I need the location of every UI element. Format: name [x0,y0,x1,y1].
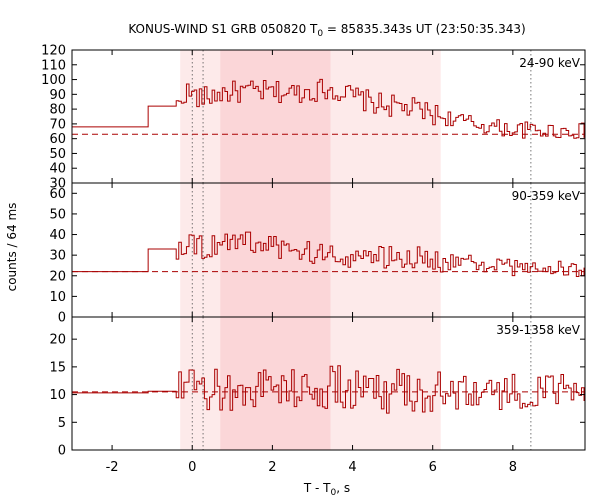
x-tick-label: 0 [188,460,196,475]
y-tick-label: 50 [49,147,66,162]
x-axis-label: T - T0, s [303,481,350,498]
y-tick-label: 70 [49,117,66,132]
shaded-interval-dark [220,50,331,183]
x-tick-label: -2 [106,460,119,475]
y-tick-label: 5 [58,416,66,431]
panel-energy-label: 90-359 keV [512,189,581,203]
y-tick-label: 50 [49,207,66,222]
shared-axis-group: -2 0 2 4 6 8 [106,460,517,475]
lightcurve-series [72,78,585,139]
y-tick-label: 60 [49,187,66,202]
x-tick-label: 2 [268,460,276,475]
y-tick-label: 10 [49,290,66,305]
shaded-interval-dark [220,183,331,317]
y-tick-label: 15 [49,360,66,375]
x-tick-label: 8 [509,460,517,475]
y-tick-label: 0 [58,444,66,459]
lightcurve-series [72,231,585,278]
x-tick-label: 6 [429,460,437,475]
y-tick-label: 60 [49,132,66,147]
y-tick-label: 10 [49,388,66,403]
y-tick-label: 20 [49,269,66,284]
panel-frame [71,316,586,451]
y-tick-label: 120 [41,44,66,59]
y-tick-label: 40 [49,162,66,177]
x-tick-label: 4 [348,460,356,475]
y-tick-label: 30 [49,249,66,264]
y-tick-label: 90 [49,88,66,103]
chart-title: KONUS-WIND S1 GRB 050820 T0 = 85835.343s… [128,22,525,39]
lightcurve-series [72,365,585,414]
shaded-interval-dark [220,317,331,450]
y-tick-label: 0 [58,311,66,326]
y-tick-label: 40 [49,228,66,243]
panel-energy-label: 359-1358 keV [496,323,580,337]
y-tick-label: 100 [41,73,66,88]
panel-3: 0 5 10 15 20 359-1358 keV [49,316,586,459]
panel-2: 0 10 20 30 40 50 60 90-359 keV [49,182,586,326]
y-tick-label: 110 [41,58,66,73]
y-tick-label: 80 [49,103,66,118]
y-tick-label: 30 [49,177,66,192]
y-axis-label: counts / 64 ms [5,203,19,292]
y-tick-label: 20 [49,333,66,348]
panel-energy-label: 24-90 keV [519,56,581,70]
